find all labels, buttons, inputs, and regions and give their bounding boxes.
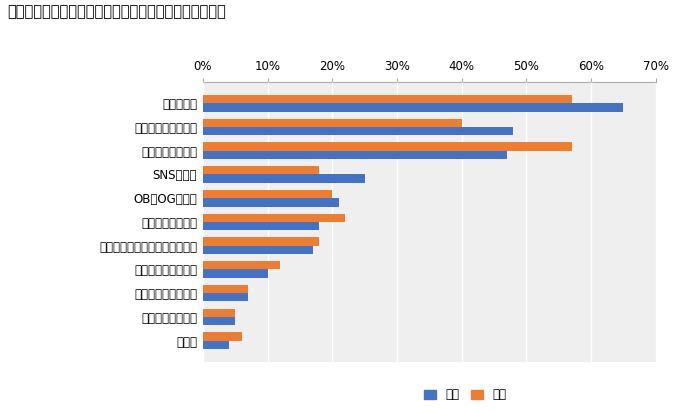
Bar [203,151,507,159]
Legend: 文糸, 理糸: 文糸, 理糸 [420,383,511,406]
Bar [203,174,364,183]
Bar [203,103,623,111]
Bar [203,198,339,206]
Bar [203,285,248,293]
Bar [203,317,235,325]
Bar [203,190,332,198]
Bar [203,142,572,151]
Bar [203,309,235,317]
Bar [203,261,281,270]
Bar [203,238,319,246]
Bar [203,222,319,230]
Bar [203,214,345,222]
Bar [203,127,513,135]
Text: ［図表５］内定承諾までに参考にした情報（複数回答）: ［図表５］内定承諾までに参考にした情報（複数回答） [7,4,226,19]
Bar [203,270,268,278]
Bar [203,341,228,349]
Bar [203,332,241,341]
Bar [203,293,248,302]
Bar [203,119,462,127]
Bar [203,246,313,254]
Bar [203,95,572,103]
Bar [203,166,319,174]
